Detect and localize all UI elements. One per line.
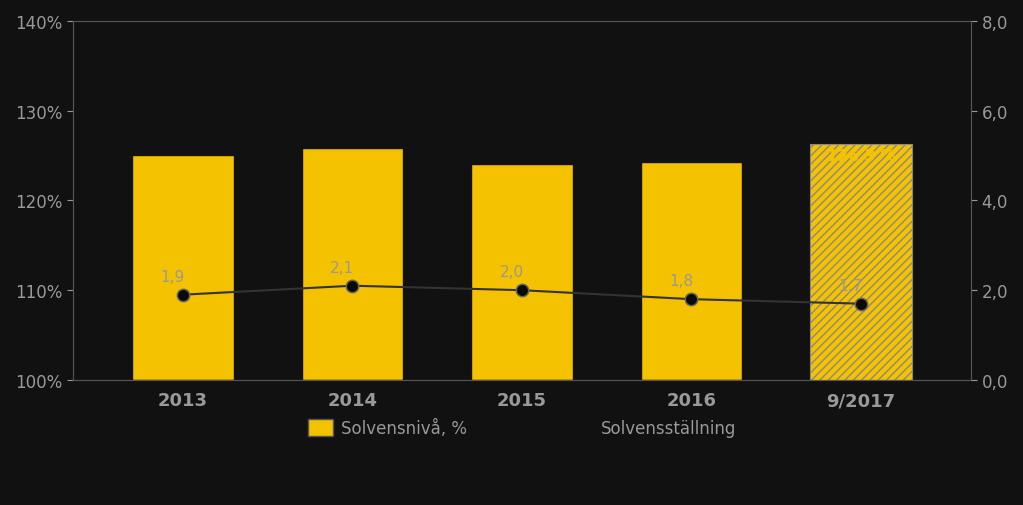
Bar <box>640 163 743 380</box>
Bar <box>302 149 403 380</box>
Text: 1,8: 1,8 <box>669 274 694 289</box>
Text: 124,1 %: 124,1 % <box>488 169 557 184</box>
Text: 2,0: 2,0 <box>499 265 524 280</box>
Text: 1,9: 1,9 <box>161 269 185 284</box>
Text: 2,1: 2,1 <box>330 261 354 275</box>
Bar <box>471 164 573 380</box>
Bar <box>810 144 911 380</box>
Bar <box>132 156 234 380</box>
Legend: Solvensnivå, %, Solvensställning: Solvensnivå, %, Solvensställning <box>301 412 743 443</box>
Text: 125,8 %: 125,8 % <box>318 154 387 169</box>
Text: 124,3 %: 124,3 % <box>657 167 725 182</box>
Text: 125,1 %: 125,1 % <box>148 160 217 175</box>
Text: 126,3 %: 126,3 % <box>827 149 895 164</box>
Text: 1,7: 1,7 <box>839 278 862 293</box>
